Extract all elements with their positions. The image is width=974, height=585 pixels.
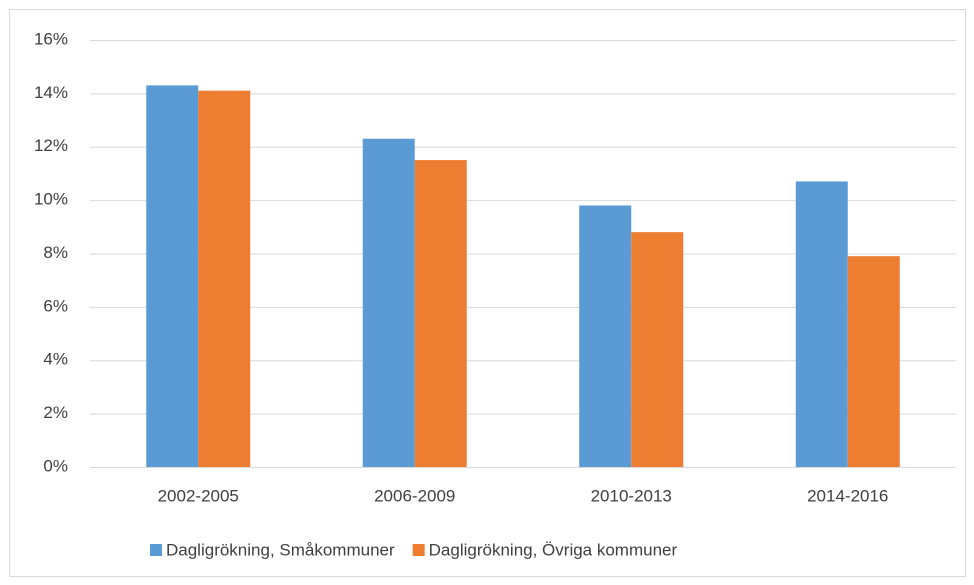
legend-label: Dagligrökning, Småkommuner bbox=[166, 540, 395, 559]
bar bbox=[362, 138, 415, 467]
y-tick-label: 0% bbox=[43, 456, 68, 475]
y-tick-label: 6% bbox=[43, 296, 68, 315]
y-tick-label: 12% bbox=[34, 136, 68, 155]
bar bbox=[198, 90, 251, 468]
bar bbox=[414, 160, 467, 467]
bar bbox=[146, 85, 199, 468]
legend-swatch bbox=[412, 544, 425, 556]
bar bbox=[847, 256, 900, 467]
bar bbox=[631, 232, 684, 467]
legend-swatch bbox=[150, 544, 162, 556]
y-tick-label: 4% bbox=[43, 350, 68, 369]
y-tick-label: 14% bbox=[34, 83, 68, 102]
x-tick-label: 2006-2009 bbox=[374, 486, 455, 505]
x-tick-label: 2014-2016 bbox=[807, 486, 888, 505]
x-tick-label: 2010-2013 bbox=[591, 486, 672, 505]
bar bbox=[579, 205, 632, 467]
y-tick-label: 16% bbox=[34, 29, 68, 48]
y-tick-label: 10% bbox=[34, 190, 68, 209]
y-tick-label: 8% bbox=[43, 243, 68, 262]
bar bbox=[795, 181, 848, 467]
legend-label: Dagligrökning, Övriga kommuner bbox=[429, 540, 678, 559]
y-tick-label: 2% bbox=[43, 403, 68, 422]
x-tick-label: 2002-2005 bbox=[158, 486, 239, 505]
